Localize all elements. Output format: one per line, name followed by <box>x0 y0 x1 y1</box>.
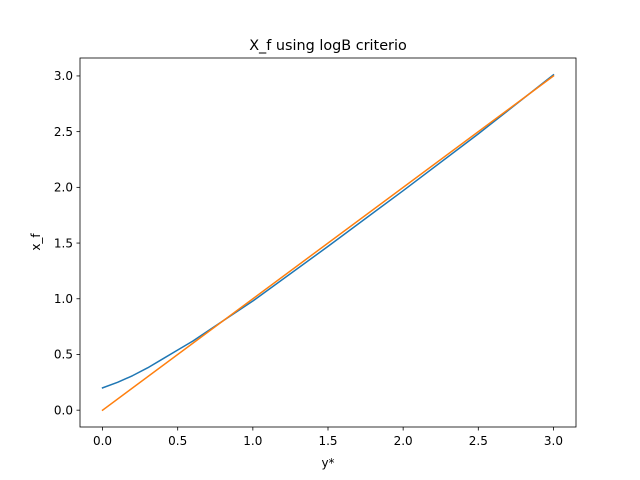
y-tick-label: 3.0 <box>54 69 73 83</box>
chart-title: X_f using logB criterio <box>249 38 407 54</box>
y-tick-label: 0.0 <box>54 403 73 417</box>
x-tick-label: 0.5 <box>168 434 187 448</box>
y-axis-ticks: 0.0 0.5 1.0 1.5 2.0 2.5 3.0 <box>54 69 80 417</box>
x-tick-label: 3.0 <box>544 434 563 448</box>
y-axis-label: x_f <box>29 233 43 251</box>
y-tick-label: 2.5 <box>54 125 73 139</box>
y-tick-label: 1.5 <box>54 236 73 250</box>
series-line-2 <box>101 74 555 412</box>
x-tick-label: 1.0 <box>243 434 262 448</box>
y-tick-label: 1.0 <box>54 292 73 306</box>
x-tick-label: 2.5 <box>469 434 488 448</box>
x-axis-ticks: 0.0 0.5 1.0 1.5 2.0 2.5 3.0 <box>93 427 563 448</box>
plot-area <box>79 57 577 428</box>
series-layer <box>101 73 555 412</box>
x-tick-label: 1.5 <box>318 434 337 448</box>
y-tick-label: 0.5 <box>54 348 73 362</box>
series-line-1 <box>101 73 555 389</box>
y-tick-label: 2.0 <box>54 181 73 195</box>
x-tick-label: 0.0 <box>93 434 112 448</box>
x-tick-label: 2.0 <box>394 434 413 448</box>
x-axis-label: y* <box>321 456 334 470</box>
